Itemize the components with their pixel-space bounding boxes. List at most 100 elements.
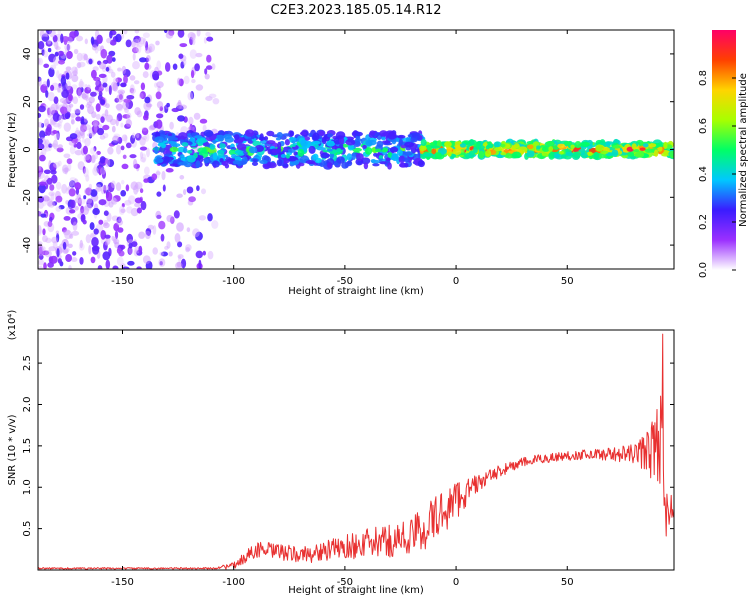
heatmap-cell <box>574 140 582 149</box>
heatmap-cell <box>122 114 131 119</box>
heatmap-cell <box>129 84 135 93</box>
heatmap-cell <box>430 145 441 149</box>
heatmap-cell <box>72 221 78 232</box>
heatmap-cell <box>136 207 143 214</box>
heatmap-cell <box>47 143 53 148</box>
snr-frame <box>37 329 675 571</box>
snr-panel: -150 -100 -50 0 50 0.5 1.0 1.5 2.0 2.5 Height of… <box>7 310 675 596</box>
heatmap-cell <box>159 251 164 256</box>
heatmap-cell <box>148 46 153 53</box>
heatmap-cell <box>185 244 192 252</box>
heatmap-cell <box>71 114 75 125</box>
heatmap-cell <box>53 122 61 128</box>
heatmap-cell <box>83 195 87 200</box>
heatmap-cell <box>563 141 572 146</box>
heatmap-cell <box>65 66 72 72</box>
heatmap-cell <box>431 148 437 155</box>
heatmap-cell <box>52 163 57 170</box>
heatmap-cell <box>110 180 116 189</box>
heatmap-cell <box>375 148 382 153</box>
heatmap-cell <box>71 66 78 74</box>
heatmap-cell <box>111 125 116 133</box>
heatmap-cell <box>70 257 78 263</box>
heatmap-cell <box>38 154 46 162</box>
heatmap-cell <box>102 251 111 261</box>
heatmap-cell <box>362 144 367 149</box>
heatmap-cell <box>73 108 81 114</box>
heatmap-cell <box>73 143 78 148</box>
heatmap-cell <box>102 132 109 139</box>
heatmap-cell <box>155 156 162 164</box>
heatmap-cell <box>115 182 122 192</box>
heatmap-cell <box>134 202 141 208</box>
heatmap-cell <box>103 184 107 194</box>
heatmap-cell <box>252 159 258 163</box>
heatmap-cell <box>82 166 86 174</box>
heatmap-cell <box>98 62 107 70</box>
heatmap-cell <box>124 134 128 144</box>
heatmap-cell <box>76 62 82 69</box>
heatmap-cell <box>120 82 127 88</box>
heatmap-cell <box>165 32 174 39</box>
heatmap-cell <box>57 258 62 264</box>
heatmap-cell <box>369 130 376 136</box>
heatmap-cell <box>105 66 110 72</box>
spectrogram-x-ticks: -150 -100 -50 0 50 <box>111 30 574 287</box>
colorbar-gradient <box>712 30 736 270</box>
heatmap-cell <box>108 85 112 96</box>
heatmap-cell <box>134 132 142 141</box>
heatmap-cell <box>85 174 90 182</box>
heatmap-cell <box>76 52 83 62</box>
heatmap-cell <box>94 80 100 86</box>
heatmap-cell <box>128 195 136 205</box>
heatmap-cell <box>122 69 131 78</box>
heatmap-cell <box>195 160 201 169</box>
heatmap-cell <box>219 143 226 149</box>
heatmap-cell <box>52 56 60 66</box>
heatmap-cell <box>85 154 92 163</box>
colorbar: 0.0 0.2 0.4 0.6 0.8 Normalized spectral ampl… <box>698 30 749 278</box>
heatmap-cell <box>232 160 241 165</box>
heatmap-cell <box>120 179 125 185</box>
heatmap-cell <box>94 45 99 54</box>
heatmap-cell <box>38 243 44 254</box>
heatmap-cell <box>41 49 45 56</box>
heatmap-cell <box>113 236 117 245</box>
heatmap-cell <box>96 150 101 155</box>
colorbar-tick-label: 0.8 <box>698 70 709 86</box>
snr-y-multiplier: (x10⁴) <box>7 310 18 341</box>
heatmap-cell <box>339 143 344 148</box>
heatmap-cell <box>68 103 74 108</box>
heatmap-cell <box>38 246 45 257</box>
heatmap-cell <box>159 261 163 266</box>
heatmap-cell <box>192 228 200 238</box>
heatmap-cell <box>63 122 71 132</box>
heatmap-cell <box>117 136 123 144</box>
heatmap-cell <box>44 118 49 127</box>
heatmap-cell <box>38 226 42 237</box>
heatmap-cell <box>601 147 610 152</box>
heatmap-cell <box>391 153 399 162</box>
heatmap-cell <box>90 155 96 164</box>
heatmap-cell <box>169 146 179 153</box>
heatmap-cell <box>125 119 133 128</box>
heatmap-cell <box>132 52 136 61</box>
heatmap-cell <box>71 74 79 83</box>
heatmap-cell <box>178 161 188 166</box>
heatmap-cell <box>219 158 224 163</box>
heatmap-cell <box>71 230 80 236</box>
heatmap-cell <box>130 134 136 144</box>
heatmap-cell <box>176 222 184 232</box>
heatmap-cell <box>190 32 196 41</box>
spectrogram-y-ticks: -40 -20 0 20 40 <box>22 48 674 253</box>
heatmap-cell <box>100 99 106 105</box>
heatmap-cell <box>139 151 144 160</box>
heatmap-cell <box>96 181 103 188</box>
heatmap-cell <box>74 197 82 204</box>
heatmap-cell <box>398 138 403 146</box>
heatmap-cell <box>526 150 535 158</box>
heatmap-cell <box>112 77 119 84</box>
heatmap-cell <box>164 245 169 250</box>
heatmap-cell <box>385 157 391 162</box>
heatmap-cell <box>479 145 485 150</box>
